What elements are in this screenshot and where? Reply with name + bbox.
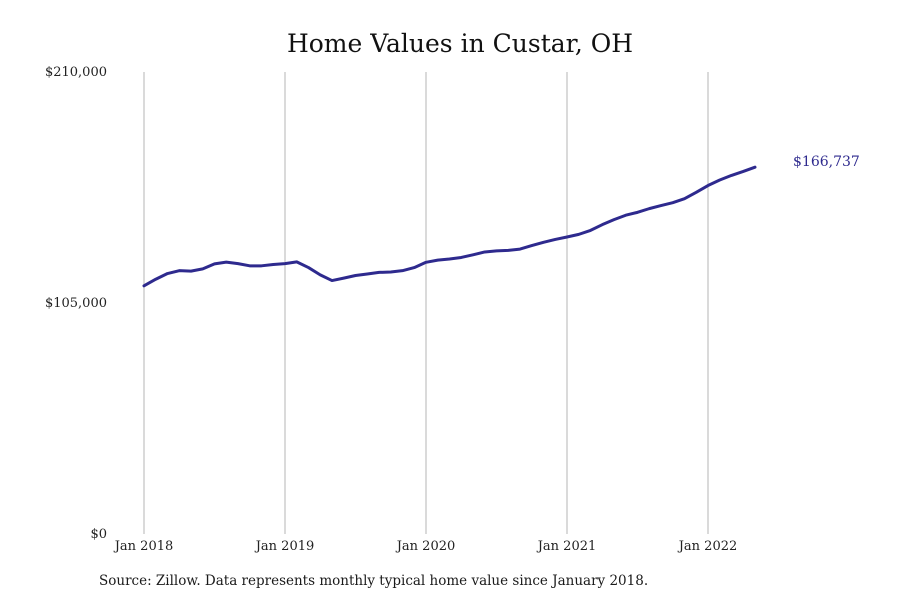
- x-tick-label-jan-2018: Jan 2018: [113, 539, 174, 554]
- y-axis-tick-labels: $0 $105,000 $210,000: [45, 65, 107, 542]
- chart-title: Home Values in Custar, OH: [287, 29, 633, 58]
- x-tick-label-jan-2021: Jan 2021: [536, 539, 597, 554]
- y-tick-label-210000: $210,000: [45, 65, 107, 80]
- x-axis-tick-labels: Jan 2018 Jan 2019 Jan 2020 Jan 2021 Jan …: [113, 539, 738, 554]
- latest-value-label: $166,737: [793, 154, 860, 170]
- source-note: Source: Zillow. Data represents monthly …: [99, 573, 648, 589]
- y-tick-label-105000: $105,000: [45, 296, 107, 311]
- x-tick-label-jan-2019: Jan 2019: [254, 539, 315, 554]
- x-tick-label-jan-2020: Jan 2020: [395, 539, 456, 554]
- y-tick-label-0: $0: [90, 527, 107, 542]
- vertical-gridlines: [143, 72, 709, 534]
- home-value-series-line: [142, 165, 757, 288]
- x-tick-label-jan-2022: Jan 2022: [677, 539, 738, 554]
